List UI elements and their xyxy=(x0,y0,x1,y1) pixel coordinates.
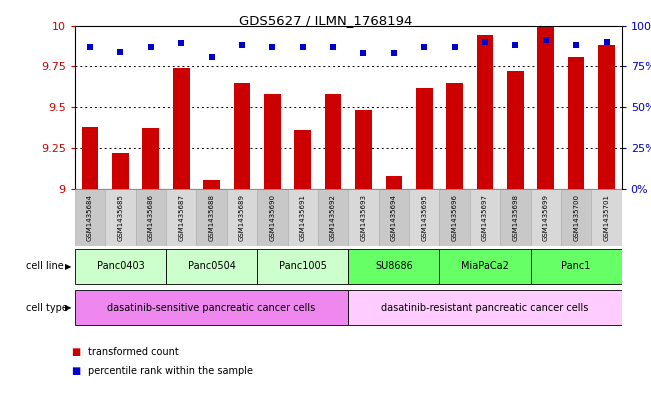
Point xyxy=(419,44,430,50)
Bar xyxy=(439,189,470,246)
Point xyxy=(510,42,521,48)
Text: transformed count: transformed count xyxy=(88,347,178,357)
Text: ▶: ▶ xyxy=(65,303,72,312)
Bar xyxy=(325,94,341,189)
Text: GSM1435694: GSM1435694 xyxy=(391,194,397,241)
Bar xyxy=(531,189,561,246)
Text: SU8686: SU8686 xyxy=(375,261,413,271)
Bar xyxy=(135,189,166,246)
Bar xyxy=(257,189,288,246)
Point xyxy=(85,44,95,50)
Text: GDS5627 / ILMN_1768194: GDS5627 / ILMN_1768194 xyxy=(239,14,412,27)
Text: GSM1435696: GSM1435696 xyxy=(452,194,458,241)
Point xyxy=(328,44,339,50)
Text: ▶: ▶ xyxy=(65,262,72,271)
Bar xyxy=(598,45,615,189)
Bar xyxy=(264,94,281,189)
Text: ■: ■ xyxy=(72,366,81,376)
Bar xyxy=(75,290,348,325)
Text: cell type: cell type xyxy=(26,303,68,312)
Bar xyxy=(257,249,348,284)
Text: GSM1435692: GSM1435692 xyxy=(330,194,336,241)
Bar xyxy=(203,180,220,189)
Text: GSM1435701: GSM1435701 xyxy=(603,194,609,241)
Bar xyxy=(477,35,493,189)
Bar xyxy=(75,249,166,284)
Bar xyxy=(288,189,318,246)
Bar xyxy=(409,189,439,246)
Point xyxy=(358,50,368,57)
Text: GSM1435698: GSM1435698 xyxy=(512,194,518,241)
Bar xyxy=(143,128,159,189)
Text: Panc0504: Panc0504 xyxy=(187,261,236,271)
Text: Panc1005: Panc1005 xyxy=(279,261,327,271)
Bar xyxy=(470,189,500,246)
Text: GSM1435695: GSM1435695 xyxy=(421,194,427,241)
Bar xyxy=(561,189,591,246)
Text: GSM1435691: GSM1435691 xyxy=(299,194,306,241)
Bar xyxy=(318,189,348,246)
Bar xyxy=(105,189,135,246)
Text: cell line: cell line xyxy=(26,261,64,271)
Point xyxy=(146,44,156,50)
Point xyxy=(480,39,490,45)
Text: GSM1435685: GSM1435685 xyxy=(117,194,124,241)
Bar xyxy=(568,57,585,189)
Text: GSM1435684: GSM1435684 xyxy=(87,194,93,241)
Text: percentile rank within the sample: percentile rank within the sample xyxy=(88,366,253,376)
Bar xyxy=(348,290,622,325)
Bar xyxy=(591,189,622,246)
Bar xyxy=(385,176,402,189)
Bar xyxy=(355,110,372,189)
Text: GSM1435688: GSM1435688 xyxy=(208,194,215,241)
Point xyxy=(237,42,247,48)
Bar xyxy=(112,153,129,189)
Text: GSM1435699: GSM1435699 xyxy=(543,194,549,241)
Text: Panc1: Panc1 xyxy=(561,261,591,271)
Text: MiaPaCa2: MiaPaCa2 xyxy=(461,261,509,271)
Bar xyxy=(537,27,554,189)
Point xyxy=(115,48,126,55)
Bar xyxy=(500,189,531,246)
Point xyxy=(389,50,399,57)
Bar xyxy=(173,68,189,189)
Point xyxy=(267,44,277,50)
Text: ■: ■ xyxy=(72,347,81,357)
Text: dasatinib-sensitive pancreatic cancer cells: dasatinib-sensitive pancreatic cancer ce… xyxy=(107,303,316,312)
Bar xyxy=(348,249,439,284)
Text: GSM1435693: GSM1435693 xyxy=(361,194,367,241)
Bar xyxy=(227,189,257,246)
Bar xyxy=(531,249,622,284)
Bar xyxy=(379,189,409,246)
Bar xyxy=(197,189,227,246)
Bar xyxy=(294,130,311,189)
Text: GSM1435697: GSM1435697 xyxy=(482,194,488,241)
Point xyxy=(540,37,551,43)
Bar xyxy=(348,189,379,246)
Point xyxy=(206,53,217,60)
Text: GSM1435687: GSM1435687 xyxy=(178,194,184,241)
Bar xyxy=(166,189,197,246)
Point xyxy=(602,39,612,45)
Text: GSM1435690: GSM1435690 xyxy=(270,194,275,241)
Text: dasatinib-resistant pancreatic cancer cells: dasatinib-resistant pancreatic cancer ce… xyxy=(381,303,589,312)
Bar xyxy=(439,249,531,284)
Bar xyxy=(446,83,463,189)
Text: Panc0403: Panc0403 xyxy=(96,261,145,271)
Text: GSM1435686: GSM1435686 xyxy=(148,194,154,241)
Point xyxy=(449,44,460,50)
Bar xyxy=(166,249,257,284)
Bar xyxy=(507,71,523,189)
Point xyxy=(176,40,186,47)
Bar xyxy=(75,189,105,246)
Bar xyxy=(416,88,432,189)
Point xyxy=(571,42,581,48)
Bar xyxy=(234,83,250,189)
Text: GSM1435689: GSM1435689 xyxy=(239,194,245,241)
Text: GSM1435700: GSM1435700 xyxy=(573,194,579,241)
Point xyxy=(298,44,308,50)
Bar xyxy=(82,127,98,189)
